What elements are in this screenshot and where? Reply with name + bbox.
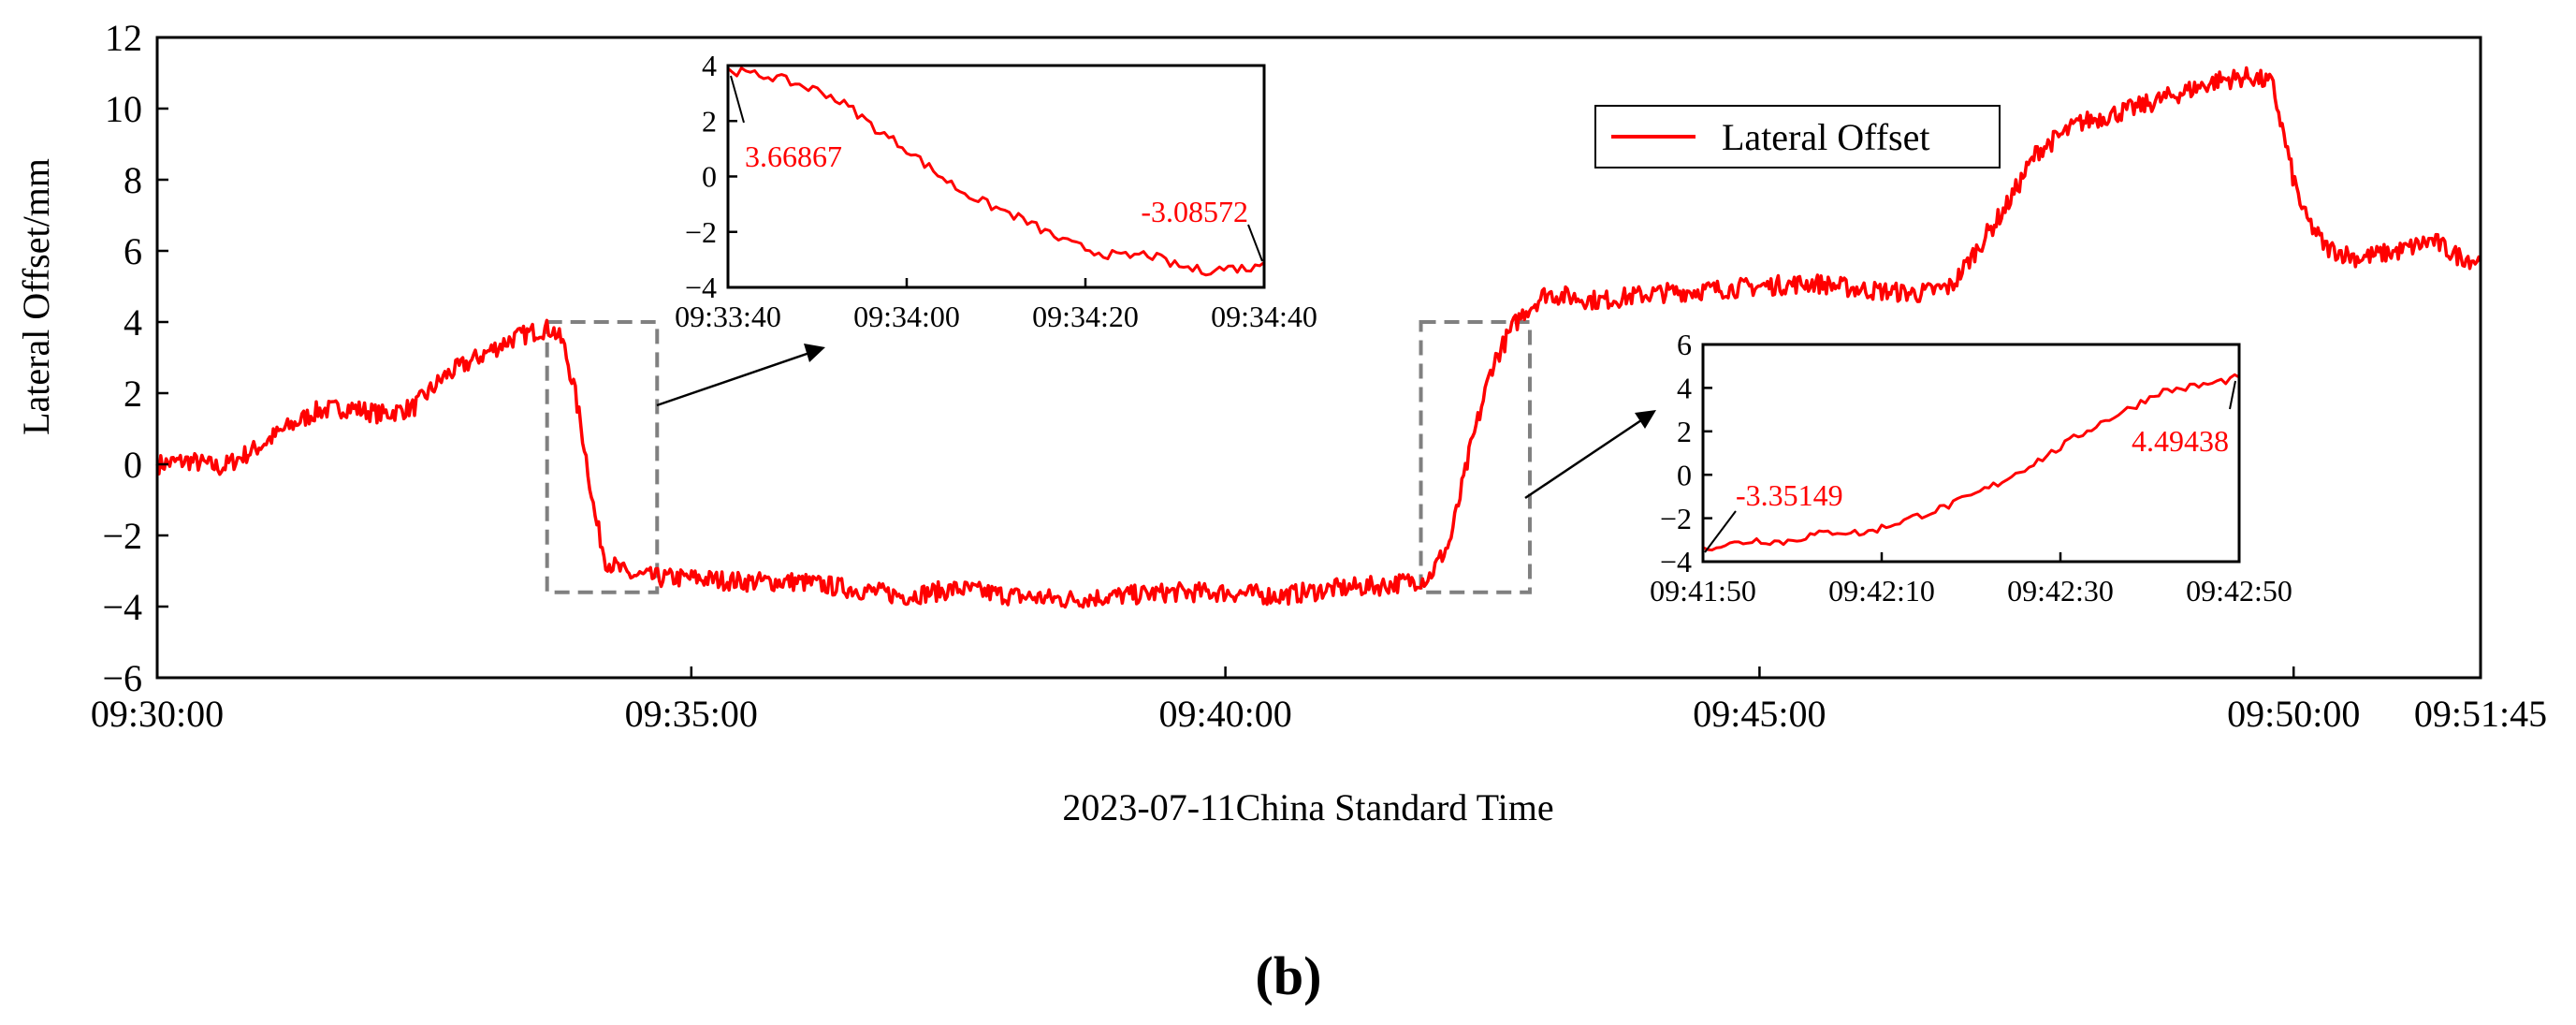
zoom-arrow-2-head	[1635, 410, 1656, 429]
zoom-arrow-2	[1524, 417, 1645, 500]
inset-2-annotations: -3.35149 4.49438	[1704, 380, 2236, 553]
main-y-tick-label: 8	[124, 159, 142, 201]
highlight-box-1	[545, 320, 660, 594]
main-y-tick-label: 2	[124, 373, 142, 415]
inset-1-x-tick-label: 09:34:20	[1032, 300, 1139, 333]
zoom-arrow-1-head	[804, 344, 825, 362]
inset-1-x-tick-label: 09:34:40	[1211, 300, 1317, 333]
main-x-tick-label: 09:30:00	[91, 693, 224, 735]
main-x-tick-label: 09:40:00	[1158, 693, 1291, 735]
highlight-box-2	[1419, 320, 1532, 594]
main-x-tick-label: 09:45:00	[1693, 693, 1826, 735]
inset-2-x-tick-label: 09:42:50	[2186, 574, 2292, 608]
main-x-axis-label: 2023-07-11China Standard Time	[1062, 786, 1553, 828]
main-y-axis: −6 −4 −2 0 2 4 6 8 10 12	[102, 17, 168, 699]
inset-2-series-line	[1702, 373, 2240, 552]
inset-1-annotation-end: -3.08572	[1141, 195, 1248, 228]
inset-1-background	[728, 66, 1264, 287]
main-x-tick-label: 09:51:45	[2414, 693, 2547, 735]
main-y-tick-label: 0	[124, 444, 142, 486]
inset-1-y-axis: −4 −2 0 2 4	[685, 49, 737, 304]
inset-2-background	[1703, 344, 2239, 562]
main-x-axis: 09:30:00 09:35:00 09:40:00 09:45:00 09:50:00…	[91, 666, 2547, 735]
inset-1-y-tick-label: −2	[685, 215, 717, 249]
inset-1-annotations: 3.66867 -3.08572	[730, 75, 1263, 262]
inset-2-y-tick-label: 2	[1677, 415, 1692, 448]
inset-1-annotation-start: 3.66867	[745, 139, 842, 173]
inset-chart-1: 09:33:40 09:34:00 09:34:20 09:34:40 −4 −2 0 2 4…	[675, 49, 1317, 333]
legend: Lateral Offset	[1594, 105, 2001, 168]
main-series-line	[155, 66, 2482, 609]
main-plot-frame	[155, 36, 2482, 680]
main-y-tick-label: −4	[102, 586, 142, 628]
main-y-tick-label: −6	[102, 657, 142, 699]
inset-2-x-tick-label: 09:41:50	[1650, 574, 1756, 608]
inset-2-x-axis: 09:41:50 09:42:10 09:42:30 09:42:50	[1650, 552, 2292, 608]
inset-1-y-tick-label: 2	[702, 104, 717, 138]
zoom-arrows	[656, 344, 1656, 500]
inset-2-annotation-leader	[1704, 510, 1737, 553]
inset-2-annotation-leader	[2229, 380, 2236, 410]
inset-2-frame	[1701, 343, 2241, 564]
inset-1-y-tick-label: 0	[702, 160, 717, 194]
panel-label: (b)	[1256, 945, 1322, 1006]
inset-1-x-tick-label: 09:33:40	[675, 300, 781, 333]
inset-2-y-tick-label: 6	[1677, 328, 1692, 361]
inset-1-series-line	[727, 66, 1265, 277]
inset-2-x-tick-label: 09:42:30	[2007, 574, 2114, 608]
inset-2-annotation-start: -3.35149	[1736, 478, 1843, 512]
inset-2-y-tick-label: −4	[1660, 545, 1692, 578]
legend-label: Lateral Offset	[1722, 116, 1929, 158]
inset-2-y-tick-label: 4	[1677, 372, 1692, 405]
main-y-axis-label: Lateral Offset/mm	[15, 158, 57, 435]
inset-1-annotation-leader	[1247, 224, 1263, 262]
inset-2-y-axis: −4 −2 0 2 4 6	[1660, 328, 1712, 578]
inset-2-x-tick-label: 09:42:10	[1828, 574, 1935, 608]
inset-chart-2: 09:41:50 09:42:10 09:42:30 09:42:50 −4 −2 0 2 4…	[1650, 328, 2292, 608]
main-y-tick-label: 6	[124, 230, 142, 272]
highlight-boxes	[545, 320, 1532, 594]
main-y-tick-label: 4	[124, 301, 142, 344]
inset-1-y-tick-label: 4	[702, 49, 717, 82]
inset-1-y-tick-label: −4	[685, 271, 717, 304]
main-x-tick-label: 09:35:00	[625, 693, 758, 735]
inset-1-annotation-leader	[730, 75, 745, 124]
main-chart: 09:30:00 09:35:00 09:40:00 09:45:00 09:50:00…	[15, 17, 2547, 828]
inset-2-annotation-end: 4.49438	[2132, 424, 2229, 458]
inset-1-x-axis: 09:33:40 09:34:00 09:34:20 09:34:40	[675, 278, 1317, 333]
main-y-tick-label: 10	[105, 88, 142, 130]
main-x-tick-label: 09:50:00	[2227, 693, 2360, 735]
main-y-tick-label: 12	[105, 17, 142, 59]
inset-2-y-tick-label: −2	[1660, 502, 1692, 535]
inset-1-x-tick-label: 09:34:00	[853, 300, 960, 333]
zoom-arrow-1	[656, 350, 813, 407]
inset-2-y-tick-label: 0	[1677, 458, 1692, 491]
main-y-tick-label: −2	[102, 515, 142, 557]
